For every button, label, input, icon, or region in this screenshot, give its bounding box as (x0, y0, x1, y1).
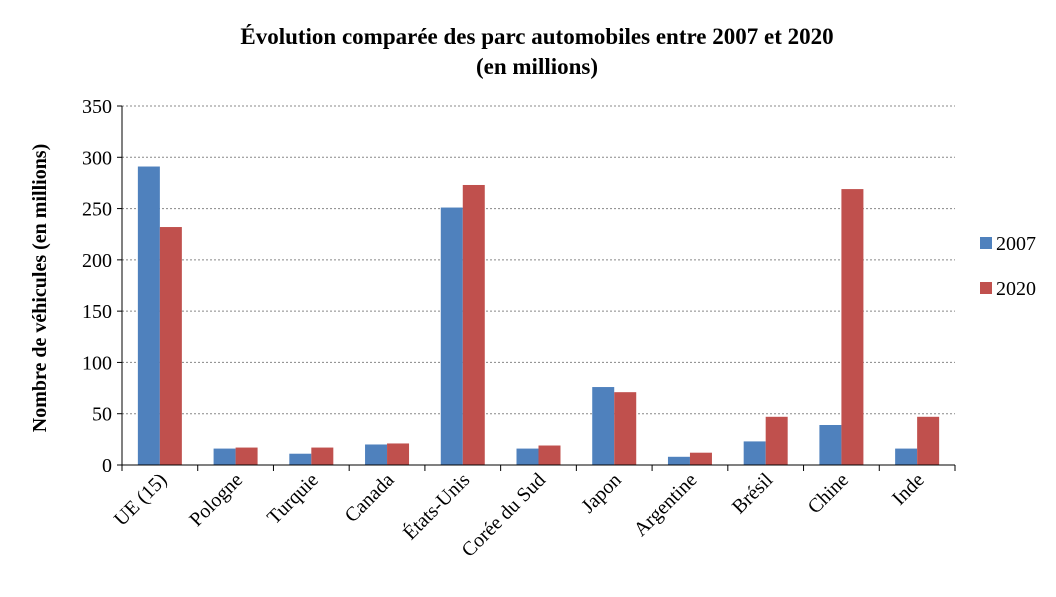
bar (819, 424, 842, 465)
legend-swatch (980, 282, 992, 294)
legend-label: 2020 (996, 278, 1036, 300)
x-tick-label: Inde (888, 469, 929, 510)
bar (213, 448, 236, 465)
bar (462, 184, 485, 466)
x-tick-label: Japon (577, 469, 626, 518)
y-tick-label: 200 (82, 250, 112, 272)
bar (311, 447, 334, 465)
y-tick-label: 50 (92, 404, 112, 426)
bar (235, 447, 258, 465)
x-tick-label: Chine (804, 469, 853, 518)
bar (667, 456, 690, 465)
bar (387, 443, 410, 465)
bar (365, 444, 388, 465)
bar (765, 416, 788, 465)
x-tick-label: Argentine (630, 469, 702, 541)
y-tick-label: 250 (82, 199, 112, 221)
chart-title: (en millions) (476, 54, 598, 79)
y-tick-label: 300 (82, 147, 112, 169)
y-tick-label: 100 (82, 352, 112, 374)
x-tick-label: Turquie (263, 469, 323, 529)
chart-title: Évolution comparée des parc automobiles … (240, 24, 833, 49)
bar (689, 452, 712, 465)
bar (516, 448, 539, 465)
bar (289, 453, 312, 465)
bar (614, 392, 637, 465)
x-tick-label: Canada (341, 469, 399, 527)
x-tick-label: États-Unis (398, 468, 474, 544)
bar (841, 189, 864, 465)
legend-swatch (980, 237, 992, 249)
y-tick-label: 0 (102, 455, 112, 477)
x-tick-label: Brésil (728, 469, 778, 519)
x-tick-label: UE (15) (110, 469, 172, 531)
x-tick-label: Pologne (185, 469, 247, 531)
bar (743, 441, 766, 465)
bar (159, 227, 182, 465)
y-tick-label: 350 (82, 96, 112, 118)
bar (440, 207, 463, 465)
bar (592, 387, 615, 465)
bar (895, 448, 918, 465)
bar (538, 445, 561, 465)
bar (917, 416, 940, 465)
legend-label: 2007 (996, 233, 1036, 255)
bar (137, 166, 160, 465)
y-axis-title: Nombre de véhicules (en millions) (29, 144, 51, 433)
y-tick-label: 150 (82, 301, 112, 323)
